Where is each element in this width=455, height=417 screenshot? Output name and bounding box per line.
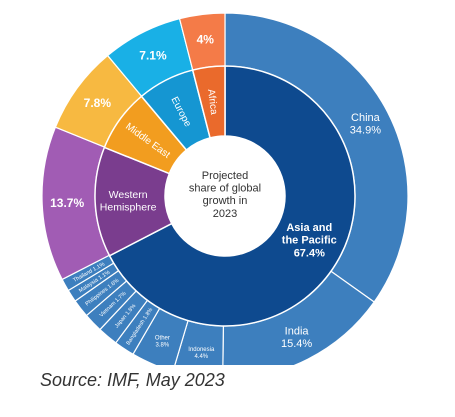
sunburst-chart: Projected share of global growth in 2023 Asi… — [41, 12, 409, 365]
inner-label-western-hemisphere: Western Hemisphere — [100, 189, 157, 213]
outer-label-value-4: 4% — [197, 32, 215, 46]
outer-label-value-13-7: 13.7% — [50, 196, 84, 210]
center-hole — [165, 136, 285, 256]
outer-label-value-7-1: 7.1% — [139, 49, 167, 63]
outer-label-india: India 15.4% — [281, 325, 312, 350]
outer-label-other: Other 3.8% — [155, 336, 170, 349]
inner-label-africa: Africa — [205, 89, 219, 116]
outer-label-indonesia: Indonesia 4.4% — [188, 347, 215, 360]
center-label: Projected share of global growth in 2023 — [189, 170, 261, 220]
outer-label-china: China 34.9% — [350, 112, 381, 137]
inner-label-asia-and-the-pacific: Asia and the Pacific 67.4% — [282, 222, 337, 259]
outer-label-value-7-8: 7.8% — [84, 96, 112, 110]
source-note: Source: IMF, May 2023 — [40, 370, 225, 390]
